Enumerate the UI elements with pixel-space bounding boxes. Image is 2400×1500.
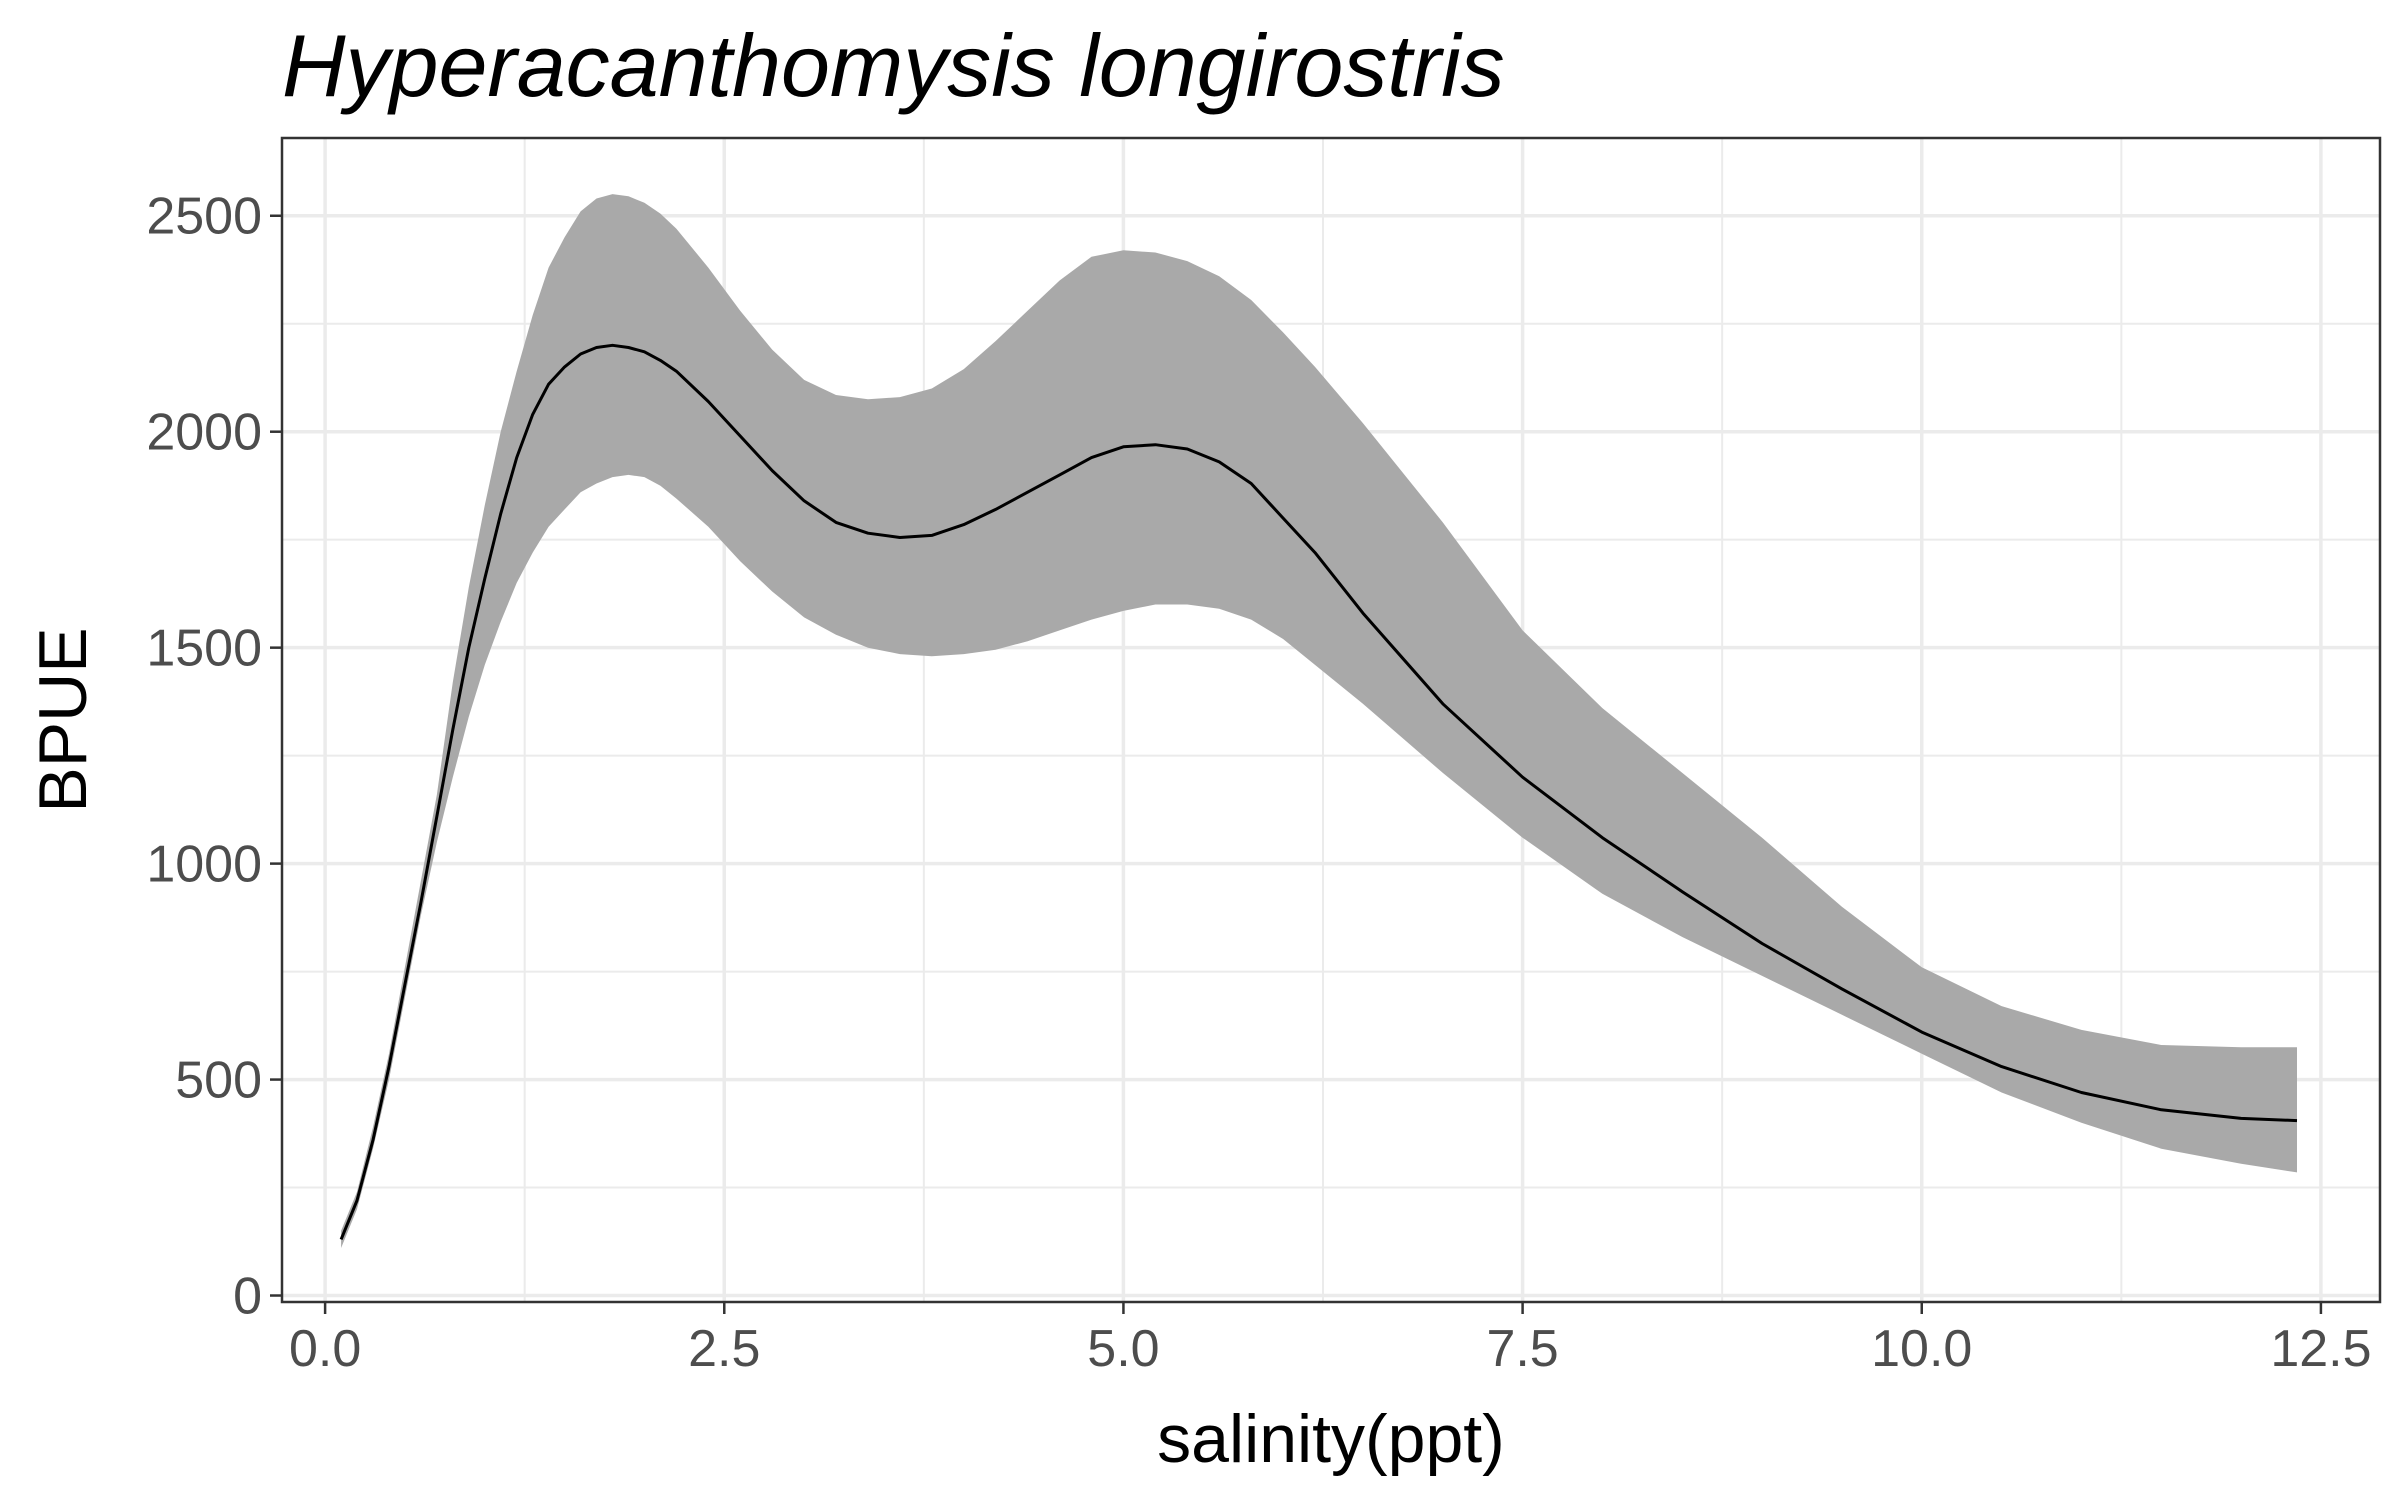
x-axis-title: salinity(ppt) bbox=[1157, 1401, 1505, 1477]
fitted-line bbox=[339, 343, 2298, 1240]
x-tick-label: 10.0 bbox=[1871, 1320, 1972, 1378]
y-tick-label: 2000 bbox=[146, 404, 262, 462]
x-tick-label: 5.0 bbox=[1087, 1320, 1159, 1378]
y-tick-label: 0 bbox=[233, 1268, 262, 1326]
x-axis-tick-labels: 0.0 2.5 5.0 7.5 10.0 12.5 bbox=[289, 1320, 2372, 1378]
y-tick-label: 1000 bbox=[146, 836, 262, 894]
y-axis-title: BPUE bbox=[25, 627, 101, 812]
x-tick-label: 2.5 bbox=[688, 1320, 760, 1378]
confidence-ribbon bbox=[341, 194, 2298, 1249]
y-tick-label: 1500 bbox=[146, 620, 262, 678]
plot-panel-border bbox=[280, 136, 2382, 1304]
y-tick-label: 2500 bbox=[146, 188, 262, 246]
chart-title: Hyperacanthomysis longirostris bbox=[282, 16, 1505, 115]
x-tick-label: 7.5 bbox=[1486, 1320, 1558, 1378]
x-tick-label: 12.5 bbox=[2270, 1320, 2371, 1378]
y-tick-label: 500 bbox=[175, 1052, 262, 1110]
minor-gridlines bbox=[282, 138, 2380, 1302]
x-tick-label: 0.0 bbox=[289, 1320, 361, 1378]
axis-ticks bbox=[270, 214, 2323, 1314]
y-axis-tick-labels: 0 500 1000 1500 2000 2500 bbox=[146, 188, 262, 1326]
